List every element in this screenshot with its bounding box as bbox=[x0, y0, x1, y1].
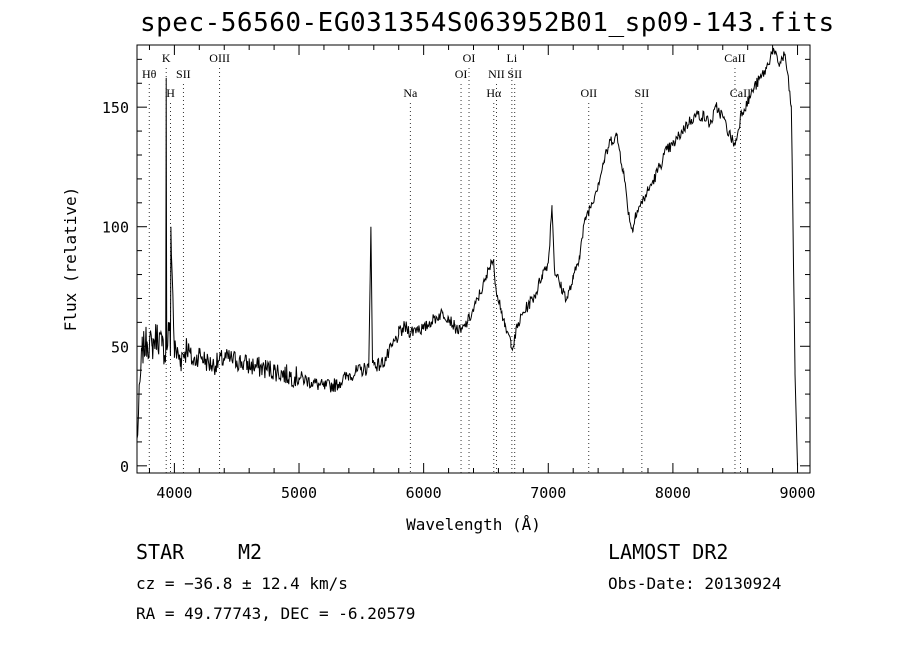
line-marker-label: SII bbox=[507, 67, 522, 81]
line-marker-label: OII bbox=[580, 86, 597, 100]
plot-frame bbox=[136, 44, 811, 474]
line-marker-label: OI bbox=[455, 67, 468, 81]
y-tick-label: 50 bbox=[111, 338, 129, 356]
line-marker-label: OI bbox=[463, 51, 476, 65]
line-marker-label: Li bbox=[507, 51, 518, 65]
line-marker-label: Hθ bbox=[142, 67, 157, 81]
object-class: STAR bbox=[136, 540, 185, 564]
ra-dec-coordinates: RA = 49.77743, DEC = -6.20579 bbox=[136, 604, 416, 623]
x-tick-label: 6000 bbox=[406, 484, 442, 502]
x-axis-label: Wavelength (Å) bbox=[406, 515, 541, 534]
x-tick-label: 9000 bbox=[779, 484, 815, 502]
x-tick-label: 7000 bbox=[530, 484, 566, 502]
survey-name: LAMOST DR2 bbox=[608, 540, 729, 564]
line-marker-label: H bbox=[166, 86, 175, 100]
redshift-cz: cz = −36.8 ± 12.4 km/s bbox=[136, 574, 348, 593]
y-tick-label: 100 bbox=[102, 219, 129, 237]
line-marker-label: NII bbox=[488, 67, 505, 81]
object-subclass: M2 bbox=[238, 540, 263, 564]
x-tick-label: 8000 bbox=[655, 484, 691, 502]
line-marker-label: SII bbox=[176, 67, 191, 81]
line-marker-label: OIII bbox=[209, 51, 230, 65]
line-marker-label: CaII bbox=[730, 86, 751, 100]
line-marker-label: SII bbox=[635, 86, 650, 100]
line-marker-label: Hα bbox=[486, 86, 502, 100]
spectrum-line bbox=[136, 47, 798, 466]
line-marker-label: K bbox=[162, 51, 171, 65]
x-tick-label: 5000 bbox=[281, 484, 317, 502]
y-axis-label: Flux (relative) bbox=[61, 187, 80, 332]
x-tick-label: 4000 bbox=[156, 484, 192, 502]
line-marker-label: Na bbox=[403, 86, 418, 100]
y-tick-label: 0 bbox=[120, 458, 129, 476]
chart-title: spec-56560-EG031354S063952B01_sp09-143.f… bbox=[140, 8, 835, 38]
y-tick-label: 150 bbox=[102, 99, 129, 117]
line-marker-label: CaII bbox=[724, 51, 745, 65]
observation-date: Obs-Date: 20130924 bbox=[608, 574, 782, 593]
